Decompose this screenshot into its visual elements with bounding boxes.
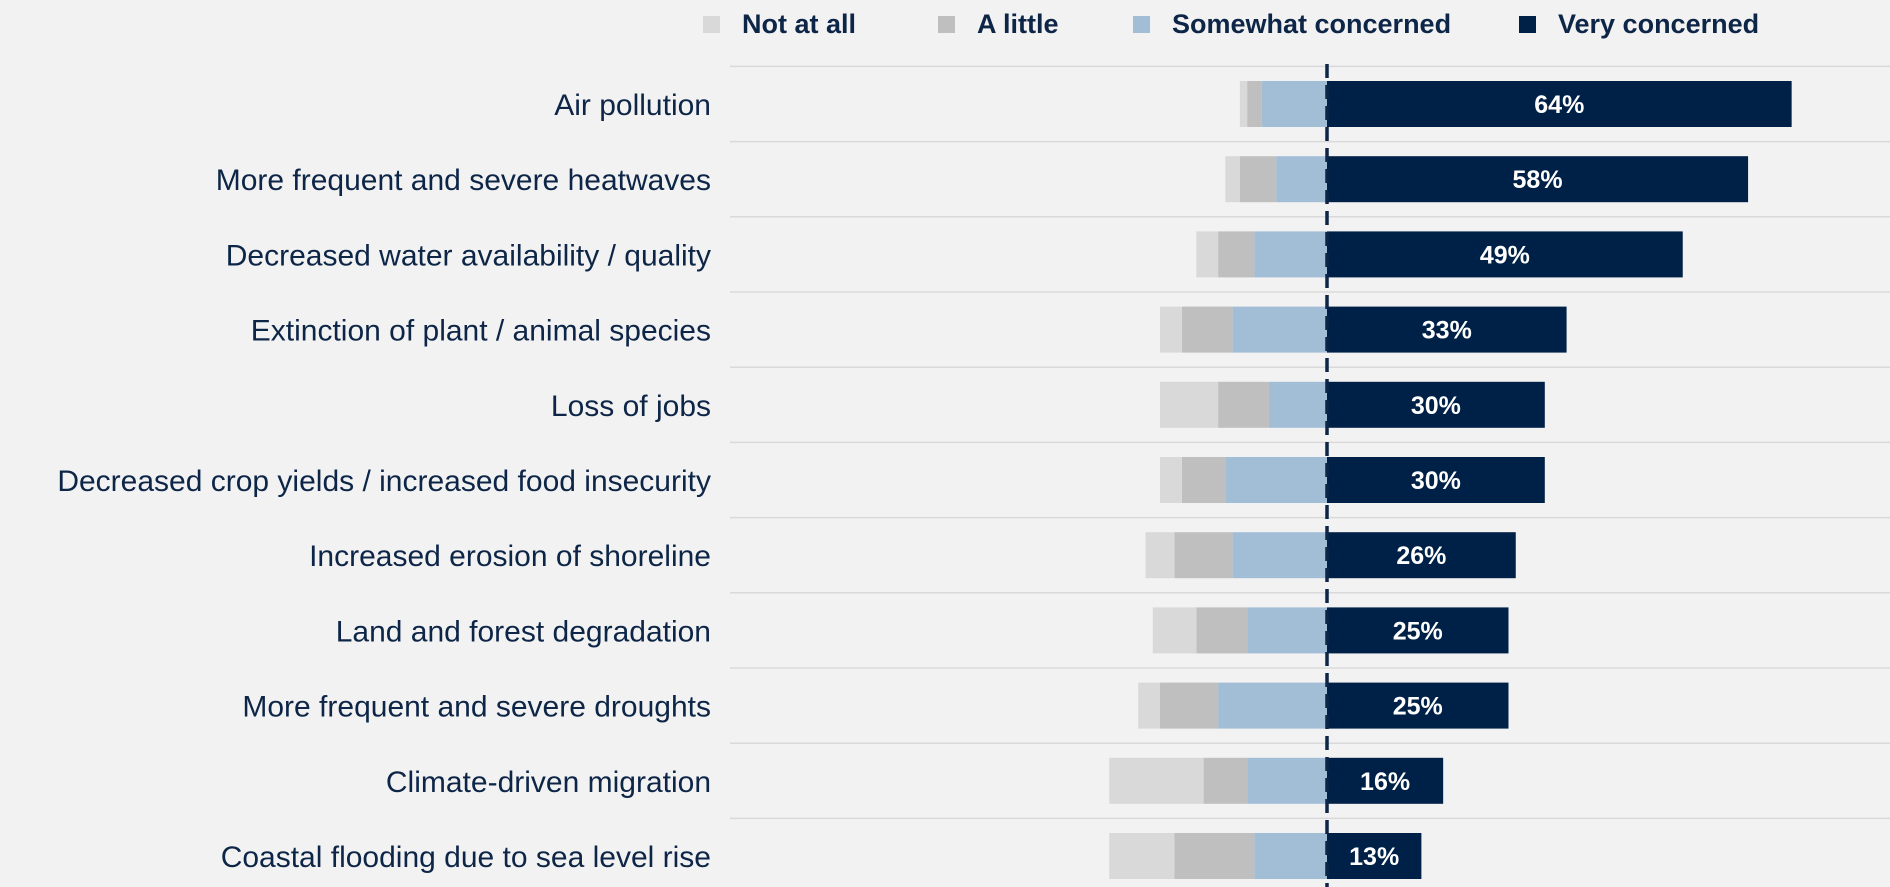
- bar-a-little: [1247, 81, 1262, 127]
- legend-label: A little: [977, 8, 1059, 39]
- data-label: 25%: [1393, 617, 1443, 645]
- legend-item-somewhat-concerned: Somewhat concerned: [1133, 6, 1451, 42]
- legend-swatch: [1519, 15, 1536, 33]
- legend-label: Not at all: [742, 8, 857, 39]
- legend-swatch: [1133, 15, 1150, 33]
- bar-a-little: [1218, 231, 1255, 278]
- bar-a-little: [1203, 757, 1248, 804]
- data-label: 33%: [1422, 317, 1472, 345]
- bar-a-little: [1174, 532, 1233, 579]
- bar-very-concerned: [1327, 81, 1792, 127]
- category-label: More frequent and severe heatwaves: [216, 164, 711, 197]
- bar-somewhat-concerned: [1232, 306, 1327, 353]
- data-label: 58%: [1513, 166, 1563, 194]
- bar-not-at-all: [1239, 81, 1248, 127]
- category-label: Decreased crop yields / increased food i…: [57, 465, 711, 498]
- bar-somewhat-concerned: [1225, 457, 1327, 503]
- bar-a-little: [1174, 833, 1255, 879]
- category-label: Climate-driven migration: [386, 766, 711, 799]
- data-label: 13%: [1349, 843, 1399, 871]
- bar-very-concerned: [1327, 607, 1509, 654]
- legend-item-very-concerned: Very concerned: [1519, 6, 1759, 42]
- bar-not-at-all: [1109, 833, 1175, 879]
- data-label: 16%: [1360, 768, 1410, 796]
- category-label: Increased erosion of shoreline: [309, 540, 711, 573]
- bar-not-at-all: [1138, 682, 1161, 729]
- bar-somewhat-concerned: [1254, 231, 1327, 278]
- bar-very-concerned: [1327, 381, 1545, 428]
- legend-label: Somewhat concerned: [1172, 8, 1452, 39]
- legend-swatch: [703, 15, 720, 33]
- category-label: Air pollution: [554, 89, 711, 122]
- bar-not-at-all: [1160, 381, 1219, 428]
- bar-very-concerned: [1327, 457, 1545, 503]
- bar-very-concerned: [1327, 682, 1509, 729]
- bar-somewhat-concerned: [1218, 682, 1327, 729]
- bar-a-little: [1218, 381, 1269, 428]
- bar-somewhat-concerned: [1247, 757, 1327, 804]
- bar-somewhat-concerned: [1261, 81, 1327, 127]
- category-label: Loss of jobs: [551, 390, 711, 423]
- legend-swatch: [938, 15, 955, 33]
- bar-not-at-all: [1196, 231, 1219, 278]
- data-label: 64%: [1534, 91, 1584, 119]
- bar-very-concerned: [1327, 306, 1567, 353]
- bar-a-little: [1181, 306, 1233, 353]
- bar-a-little: [1181, 457, 1226, 503]
- bar-not-at-all: [1160, 457, 1182, 503]
- legend-item-a-little: A little: [938, 6, 1059, 42]
- data-label: 26%: [1396, 542, 1446, 570]
- bar-very-concerned: [1327, 156, 1749, 203]
- legend-item-not-at-all: Not at all: [703, 6, 856, 42]
- category-label: Extinction of plant / animal species: [251, 315, 711, 348]
- bar-very-concerned: [1327, 757, 1444, 804]
- bar-a-little: [1239, 156, 1277, 203]
- bar-not-at-all: [1109, 757, 1204, 804]
- bar-not-at-all: [1152, 607, 1197, 654]
- bar-somewhat-concerned: [1254, 833, 1327, 879]
- bar-somewhat-concerned: [1232, 532, 1327, 579]
- bar-very-concerned: [1327, 532, 1516, 579]
- bar-somewhat-concerned: [1247, 607, 1327, 654]
- bar-somewhat-concerned: [1276, 156, 1327, 203]
- category-label: Land and forest degradation: [336, 615, 711, 648]
- bar-not-at-all: [1225, 156, 1240, 203]
- legend-label: Very concerned: [1558, 8, 1760, 39]
- data-label: 49%: [1480, 241, 1530, 269]
- category-label: Coastal flooding due to sea level rise: [221, 841, 711, 874]
- bar-very-concerned: [1327, 833, 1422, 879]
- data-label: 30%: [1411, 392, 1461, 420]
- category-label: Decreased water availability / quality: [226, 239, 711, 272]
- bar-not-at-all: [1145, 532, 1175, 579]
- bar-not-at-all: [1160, 306, 1182, 353]
- chart-legend: Not at all A little Somewhat concerned Very…: [0, 6, 1890, 42]
- bar-a-little: [1196, 607, 1248, 654]
- data-label: 25%: [1393, 693, 1443, 721]
- category-label: More frequent and severe droughts: [242, 691, 711, 724]
- data-label: 30%: [1411, 467, 1461, 495]
- bar-very-concerned: [1327, 231, 1683, 278]
- bar-somewhat-concerned: [1268, 381, 1327, 428]
- bar-a-little: [1160, 682, 1219, 729]
